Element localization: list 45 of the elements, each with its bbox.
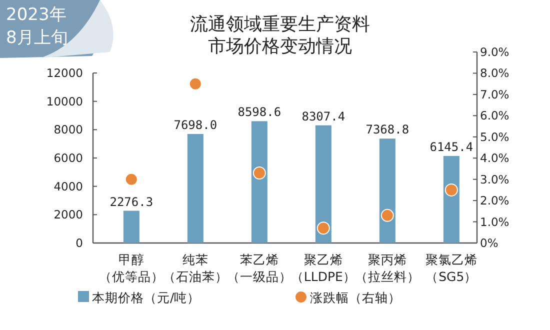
annotation: 2023年 8月上旬: [6, 5, 68, 48]
point: [188, 77, 202, 90]
point: [316, 222, 330, 235]
y2-tick-label: 8.0%: [480, 66, 510, 80]
point: [444, 183, 458, 196]
point: [252, 166, 266, 180]
bar: [251, 121, 268, 243]
point: [124, 172, 138, 186]
data-label: 8307.4: [302, 109, 346, 124]
y2-tick-label: 5.0%: [480, 130, 510, 144]
bar: [123, 210, 140, 243]
x-tick-label: 苯乙烯（一级品）: [226, 252, 292, 284]
point: [380, 208, 394, 222]
y2-tick-label: 0%: [480, 236, 498, 250]
bar: [187, 134, 204, 243]
y-tick-label: 4000: [54, 179, 83, 194]
y2-tick-label: 2.0%: [480, 194, 510, 208]
y2-tick-label: 9.0%: [480, 45, 510, 59]
x-tick-label: 纯苯（石油苯）: [162, 252, 228, 284]
y2-tick-label: 6.0%: [480, 108, 510, 123]
y2-tick-label: 4.0%: [480, 151, 510, 166]
data-label: 6145.4: [430, 140, 474, 154]
bar: [443, 156, 460, 243]
x-tick-label: 甲醇（优等品）: [98, 252, 164, 284]
data-label: 7368.8: [366, 122, 410, 137]
y-tick-label: 2000: [54, 208, 83, 222]
legend-label: 本期价格（元/吨）: [92, 290, 200, 305]
legend-label: 涨跌幅（右轴）: [310, 290, 401, 305]
y-tick-label: 12000: [46, 66, 83, 80]
bar: [315, 125, 332, 243]
y-tick-label: 6000: [54, 151, 83, 165]
data-label: 2276.3: [110, 194, 154, 209]
chart-title: 流通领域重要生产资料市场价格变动情况: [189, 14, 371, 58]
y-tick-label: 10000: [46, 94, 83, 108]
y2-tick-label: 7.0%: [480, 87, 510, 102]
bar: [379, 138, 396, 243]
data-label: 8598.6: [238, 105, 282, 120]
data-label: 7698.0: [174, 118, 218, 132]
y2-tick-label: 3.0%: [480, 172, 510, 186]
x-tick-label: 聚乙烯（LLDPE）: [290, 252, 356, 284]
x-tick-label: 聚氯乙烯（SG5）: [425, 252, 478, 284]
y-tick-label: 8000: [54, 122, 83, 137]
x-tick-label: 聚丙烯（拉丝料）: [354, 252, 420, 284]
y2-tick-label: 1.0%: [480, 214, 510, 229]
y-tick-label: 0: [76, 236, 83, 250]
